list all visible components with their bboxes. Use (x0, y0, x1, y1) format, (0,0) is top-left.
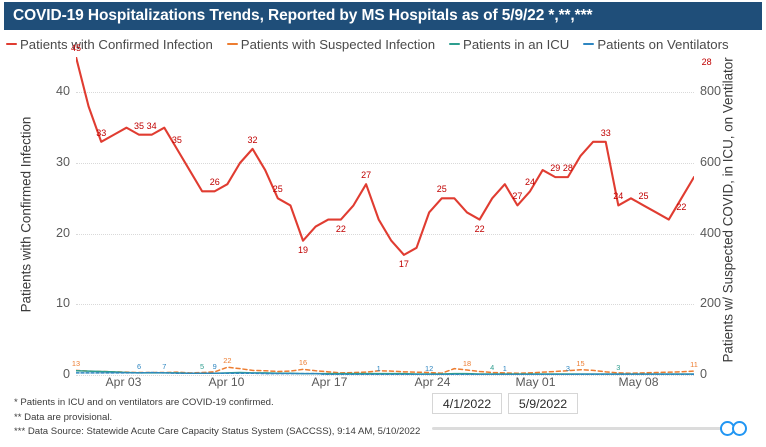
data-label: 24 (613, 191, 624, 202)
data-label: 13 (71, 359, 81, 369)
gridline (76, 304, 694, 306)
gridline (76, 92, 694, 94)
footnote-marker: *** (14, 426, 26, 438)
series-line-3 (76, 371, 694, 375)
data-label: 4 (490, 362, 495, 372)
data-label: 7 (162, 361, 167, 371)
page-title: COVID-19 Hospitalizations Trends, Report… (13, 7, 593, 24)
data-label: 9 (212, 362, 217, 372)
data-label: 35 (134, 120, 145, 131)
footnote-text: Patients in ICU and on ventilators are C… (17, 397, 274, 408)
data-label: 27 (361, 170, 372, 181)
data-label: 22 (335, 223, 346, 234)
x-axis-tick: Apr 10 (208, 375, 245, 389)
footnote-2: *** Data Source: Statewide Acute Care Ca… (14, 425, 444, 440)
data-label: 22 (676, 202, 687, 213)
data-label: 6 (136, 361, 142, 371)
footnote-1: ** Data are provisional. (14, 411, 444, 426)
data-label: 19 (298, 244, 309, 255)
legend-label: Patients on Ventilators (597, 36, 729, 52)
data-label: 28 (562, 163, 573, 174)
date-range-slicer[interactable]: 4/1/2022 5/9/2022 (424, 393, 754, 443)
data-label: 25 (436, 184, 447, 195)
series-line-0 (76, 57, 694, 256)
data-label: 35 (171, 134, 182, 145)
footnote-0: * Patients in ICU and on ventilators are… (14, 396, 444, 411)
data-label: 27 (512, 191, 523, 202)
data-label: 15 (576, 358, 585, 368)
data-label: 45 (70, 43, 82, 53)
x-axis-tick: Apr 24 (414, 375, 451, 389)
chart-footnotes: * Patients in ICU and on ventilators are… (14, 396, 444, 440)
data-label: 34 (146, 120, 157, 131)
footnote-marker: * (14, 397, 18, 408)
legend-label: Patients with Suspected Infection (240, 36, 436, 52)
data-label: 26 (209, 177, 220, 188)
data-label: 11 (690, 360, 698, 370)
data-label: 29 (550, 163, 561, 174)
series-line-1 (76, 366, 694, 374)
page-title-bar: COVID-19 Hospitalizations Trends, Report… (4, 2, 762, 30)
legend-swatch-icon (6, 42, 17, 46)
data-label: 5 (200, 362, 205, 372)
data-label: 33 (96, 127, 107, 138)
data-label: 22 (474, 223, 485, 234)
x-axis-tick: Apr 03 (105, 375, 142, 389)
data-label: 17 (398, 258, 409, 269)
data-label: 16 (298, 358, 308, 368)
y-axis-left-tick: 0 (62, 367, 70, 381)
chart-plot-area: Patients with Confirmed Infection Patien… (0, 43, 766, 390)
legend-label: Patients in an ICU (463, 36, 570, 52)
legend-swatch-icon (583, 42, 595, 46)
footnote-text: Data are provisional. (21, 411, 113, 423)
y-axis-right-title: Patients w/ Suspected COVID, in ICU, on … (720, 57, 736, 363)
legend-swatch-icon (449, 42, 461, 46)
data-label: 18 (462, 359, 472, 369)
footnote-text: Data Source: Statewide Acute Care Capaci… (25, 426, 421, 438)
y-axis-left-tick: 40 (55, 84, 70, 99)
chart-lines (76, 57, 694, 375)
y-axis-left-tick: 30 (55, 155, 70, 169)
data-label: 3 (616, 362, 621, 372)
y-axis-right-tick: 400 (700, 225, 722, 240)
gridline (76, 233, 694, 235)
slicer-track[interactable] (432, 427, 734, 430)
x-axis-tick: May 01 (515, 375, 556, 389)
data-label: 32 (247, 134, 258, 145)
legend-item-0[interactable]: Patients with Confirmed Infection (6, 37, 213, 52)
y-axis-right-tick: 200 (700, 296, 722, 311)
chart-legend: Patients with Confirmed Infection Patient… (6, 33, 760, 55)
x-axis-tick: May 08 (618, 375, 659, 389)
y-axis-right-tick: 0 (700, 367, 708, 381)
data-label: 1 (502, 363, 507, 373)
data-label: 3 (565, 363, 570, 373)
data-label: 33 (600, 127, 611, 138)
data-label: 28 (701, 57, 712, 67)
slicer-end-date[interactable]: 5/9/2022 (508, 393, 578, 414)
legend-item-3[interactable]: Patients on Ventilators (583, 36, 729, 52)
legend-item-2[interactable]: Patients in an ICU (449, 37, 569, 52)
data-label: 25 (638, 191, 649, 202)
y-axis-left-tick: 10 (55, 296, 70, 311)
data-label: 22 (223, 356, 232, 366)
slicer-start-date[interactable]: 4/1/2022 (432, 393, 502, 414)
data-label: 24 (525, 177, 536, 188)
x-axis-tick: Apr 17 (311, 375, 348, 389)
footnote-marker: ** (14, 411, 22, 423)
legend-swatch-icon (226, 42, 238, 46)
legend-label: Patients with Confirmed Infection (20, 36, 213, 52)
y-axis-right-tick: 600 (700, 155, 722, 169)
slicer-handle-end[interactable] (732, 421, 747, 436)
data-label: 25 (272, 184, 283, 195)
y-axis-left-title: Patients with Confirmed Infection (18, 116, 34, 313)
gridline (76, 375, 694, 376)
data-label: 1 (376, 363, 381, 373)
data-label: 12 (425, 363, 434, 373)
y-axis-left-tick: 20 (55, 225, 70, 240)
gridline (76, 163, 694, 164)
y-axis-right-tick: 800 (700, 84, 722, 99)
legend-item-1[interactable]: Patients with Suspected Infection (226, 36, 436, 52)
